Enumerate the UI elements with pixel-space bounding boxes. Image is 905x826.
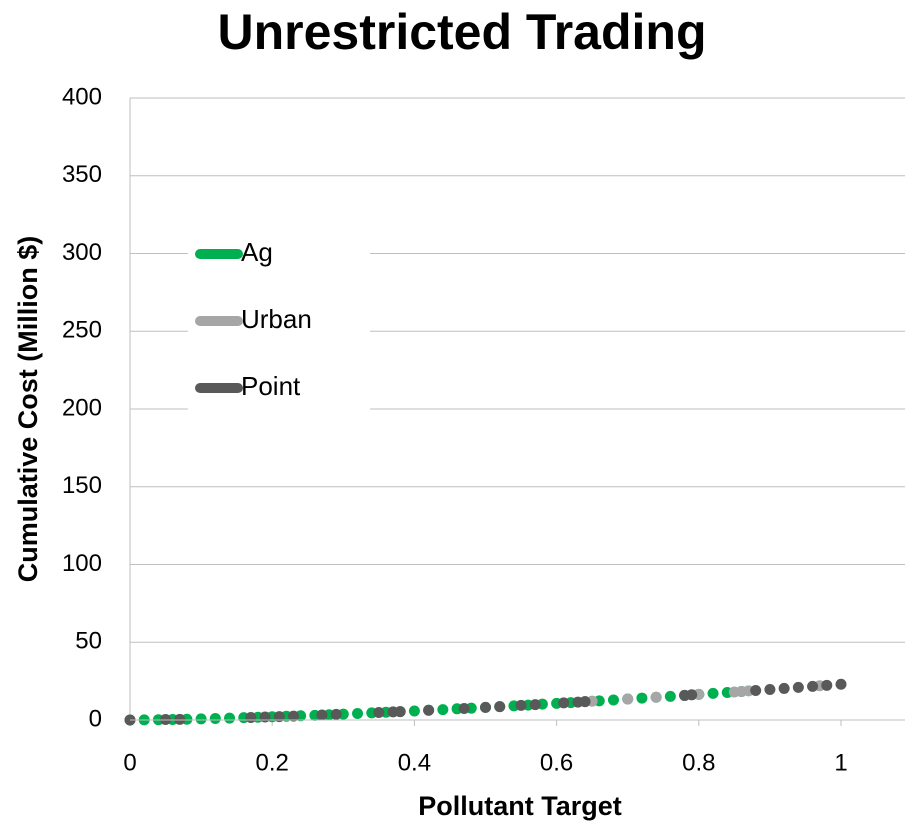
point bbox=[579, 696, 591, 708]
point bbox=[792, 681, 804, 693]
y-tick-label: 100 bbox=[62, 550, 102, 577]
point bbox=[529, 699, 541, 711]
x-tick-label: 0.4 bbox=[398, 749, 431, 776]
point bbox=[707, 687, 719, 699]
y-tick-label: 50 bbox=[75, 628, 102, 655]
point bbox=[650, 691, 662, 703]
point bbox=[316, 709, 328, 721]
point bbox=[480, 701, 492, 713]
point bbox=[664, 690, 676, 702]
x-tick-label: 0.6 bbox=[540, 749, 573, 776]
y-tick-label: 300 bbox=[62, 239, 102, 266]
point bbox=[607, 694, 619, 706]
x-tick-label: 1 bbox=[834, 749, 847, 776]
point bbox=[273, 711, 285, 723]
y-tick-label: 400 bbox=[62, 83, 102, 110]
point bbox=[835, 678, 847, 690]
point bbox=[821, 679, 833, 691]
point bbox=[764, 684, 776, 696]
point bbox=[259, 711, 271, 723]
point bbox=[622, 693, 634, 705]
point bbox=[224, 712, 236, 724]
point bbox=[494, 701, 506, 713]
legend-label: Ag bbox=[241, 237, 273, 267]
y-tick-label: 350 bbox=[62, 161, 102, 188]
point bbox=[330, 708, 342, 720]
point bbox=[437, 704, 449, 716]
point bbox=[245, 712, 257, 724]
point bbox=[750, 684, 762, 696]
point bbox=[686, 689, 698, 701]
point bbox=[423, 704, 435, 716]
point bbox=[558, 697, 570, 709]
x-tick-label: 0 bbox=[123, 749, 136, 776]
legend-label: Urban bbox=[241, 304, 312, 334]
y-tick-label: 200 bbox=[62, 394, 102, 421]
point bbox=[636, 692, 648, 704]
legend-label: Point bbox=[241, 371, 301, 401]
point bbox=[209, 712, 221, 724]
chart-title: Unrestricted Trading bbox=[218, 4, 707, 60]
y-axis-label: Cumulative Cost (Million $) bbox=[13, 236, 43, 583]
point bbox=[394, 706, 406, 718]
point bbox=[458, 702, 470, 714]
y-tick-label: 150 bbox=[62, 472, 102, 499]
point bbox=[352, 707, 364, 719]
point bbox=[288, 710, 300, 722]
point bbox=[373, 707, 385, 719]
point bbox=[807, 680, 819, 692]
x-axis-label: Pollutant Target bbox=[418, 791, 622, 821]
point bbox=[195, 713, 207, 725]
point bbox=[778, 682, 790, 694]
x-tick-label: 0.2 bbox=[256, 749, 289, 776]
y-tick-label: 250 bbox=[62, 317, 102, 344]
point bbox=[408, 705, 420, 717]
point bbox=[174, 713, 186, 725]
point bbox=[515, 699, 527, 711]
x-tick-label: 0.8 bbox=[682, 749, 715, 776]
y-tick-label: 0 bbox=[89, 705, 102, 732]
